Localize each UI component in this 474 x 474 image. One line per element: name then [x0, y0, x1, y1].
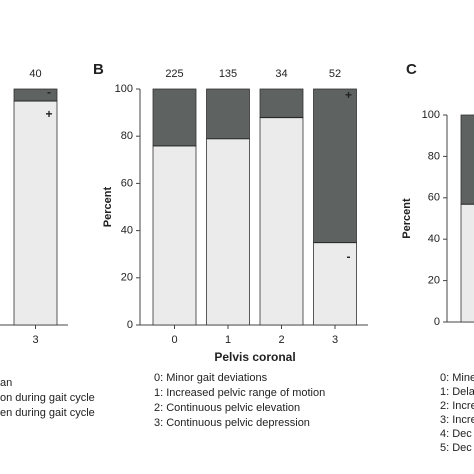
legend-note: 2: Continuous pelvic elevation	[154, 402, 300, 414]
count-label: 52	[329, 68, 341, 80]
count-label: 135	[219, 68, 237, 80]
y-axis-label: Percent	[102, 186, 114, 227]
annotation: -	[47, 85, 51, 99]
bar-segment	[206, 138, 250, 326]
bar-segment	[259, 116, 304, 326]
bar-segment	[460, 203, 474, 323]
bar-segment	[313, 88, 357, 243]
legend-note: 4: Dec	[440, 428, 472, 440]
bar-segment	[259, 88, 304, 118]
bar-segment	[13, 88, 58, 102]
annotation: +	[45, 107, 52, 121]
bar-segment	[206, 88, 250, 139]
x-axis-label: Pelvis coronal	[214, 350, 295, 364]
panel-label: C	[406, 61, 417, 78]
legend-note: 3: Incre	[440, 414, 474, 426]
annotation: +	[345, 88, 352, 102]
y-tick-label: 0	[127, 319, 133, 331]
y-tick-label: 40	[428, 233, 440, 245]
legend-note: 0: Mine	[440, 372, 474, 384]
legend-note: 0: Minor gait deviations	[154, 372, 268, 384]
count-label: 40	[29, 68, 41, 80]
y-tick-label: 80	[428, 150, 440, 162]
bar-segment	[152, 88, 197, 147]
y-tick-label: 60	[428, 192, 440, 204]
y-tick-label: 0	[434, 316, 440, 328]
legend-note: an	[0, 377, 12, 389]
bar-segment	[152, 145, 197, 326]
bar-segment	[460, 114, 474, 205]
y-tick-label: 20	[121, 272, 133, 284]
y-tick-label: 100	[422, 109, 440, 121]
legend-note: 2: Incre	[440, 400, 474, 412]
legend-note: on during gait cycle	[0, 392, 95, 404]
x-tick-label: 3	[332, 334, 338, 346]
legend-note: en during gait cycle	[0, 407, 95, 419]
x-tick-label: 3	[32, 334, 38, 346]
legend-note: 3: Continuous pelvic depression	[154, 417, 310, 429]
y-tick-label: 80	[121, 130, 133, 142]
y-tick-label: 20	[428, 275, 440, 287]
legend-note: 1: Dela	[440, 386, 474, 398]
legend-note: 5: Dec	[440, 442, 472, 454]
y-axis-label: Percent	[401, 198, 413, 239]
y-tick-label: 40	[121, 225, 133, 237]
legend-note: 1: Increased pelvic range of motion	[154, 387, 325, 399]
count-label: 225	[165, 68, 183, 80]
annotation: -	[347, 250, 351, 264]
x-tick-label: 0	[171, 334, 177, 346]
x-tick-label: 1	[225, 334, 231, 346]
bar-segment	[13, 100, 58, 326]
x-tick-label: 2	[278, 334, 284, 346]
y-tick-label: 60	[121, 177, 133, 189]
y-tick-label: 100	[115, 83, 133, 95]
panel-label: B	[93, 61, 104, 78]
count-label: 34	[275, 68, 287, 80]
